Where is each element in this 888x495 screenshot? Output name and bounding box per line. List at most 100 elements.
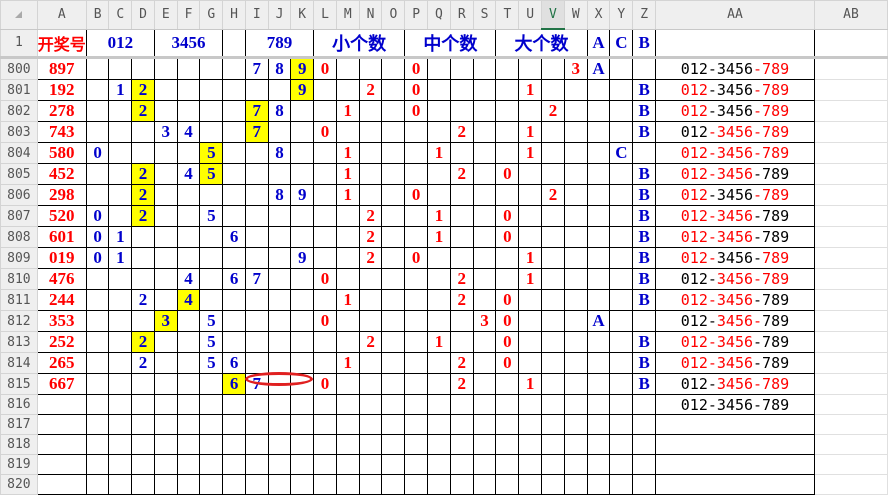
cell-i-806[interactable] (244, 184, 269, 206)
cell-e-802[interactable] (153, 100, 178, 122)
cell-r-817[interactable] (449, 414, 474, 435)
cell-t-814[interactable]: 0 (495, 352, 520, 374)
cell-t-808[interactable]: 0 (495, 226, 520, 248)
cell-e-813[interactable] (153, 331, 178, 353)
cell-j-814[interactable] (267, 352, 292, 374)
cell-c-805[interactable] (108, 163, 133, 185)
cell-i-805[interactable] (244, 163, 269, 185)
cell-q-801[interactable] (427, 79, 451, 101)
cell-d-811[interactable]: 2 (131, 289, 155, 311)
cell-m-820[interactable] (335, 474, 360, 495)
cell-f-802[interactable] (176, 100, 201, 122)
cell-h-814[interactable]: 6 (222, 352, 246, 374)
cell-b-818[interactable] (85, 434, 110, 455)
cell-k-805[interactable] (290, 163, 315, 185)
cell-b-817[interactable] (85, 414, 110, 435)
header-group-3456[interactable]: 3456 (153, 29, 224, 59)
cell-ab-806[interactable] (813, 184, 888, 206)
draw-number-cell[interactable]: 476 (36, 268, 87, 290)
column-header-h[interactable]: H (222, 0, 246, 30)
cell-g-811[interactable] (199, 289, 224, 311)
cell-t-804[interactable] (495, 142, 520, 164)
cell-o-813[interactable] (381, 331, 406, 353)
cell-t-809[interactable] (495, 247, 520, 269)
cell-q-818[interactable] (427, 434, 451, 455)
cell-o-814[interactable] (381, 352, 406, 374)
cell-s-803[interactable] (472, 121, 497, 143)
cell-r-813[interactable] (449, 331, 474, 353)
cell-z-814[interactable]: B (632, 352, 656, 374)
cell-l-808[interactable] (313, 226, 337, 248)
cell-y-800[interactable] (609, 57, 634, 80)
cell-j-818[interactable] (267, 434, 292, 455)
draw-number-cell[interactable]: 244 (36, 289, 87, 311)
cell-b-802[interactable] (85, 100, 110, 122)
cell-z-804[interactable] (632, 142, 656, 164)
cell-m-817[interactable] (335, 414, 360, 435)
cell-s-817[interactable] (472, 414, 497, 435)
cell-x-814[interactable] (586, 352, 611, 374)
cell-p-800[interactable]: 0 (404, 57, 429, 80)
cell-x-820[interactable] (586, 474, 611, 495)
cell-l-814[interactable] (313, 352, 337, 374)
cell-j-812[interactable] (267, 310, 292, 332)
cell-g-818[interactable] (199, 434, 224, 455)
cell-t-803[interactable] (495, 121, 520, 143)
cell-x-808[interactable] (586, 226, 611, 248)
cell-t-811[interactable]: 0 (495, 289, 520, 311)
cell-c-814[interactable] (108, 352, 133, 374)
cell-j-802[interactable]: 8 (267, 100, 292, 122)
row-header-811[interactable]: 811 (0, 289, 38, 311)
cell-h-817[interactable] (222, 414, 246, 435)
cell-k-809[interactable]: 9 (290, 247, 315, 269)
cell-d-809[interactable] (131, 247, 155, 269)
cell-h-801[interactable] (222, 79, 246, 101)
cell-ab-815[interactable] (813, 373, 888, 395)
cell-e-818[interactable] (153, 434, 178, 455)
cell-o-800[interactable] (381, 57, 406, 80)
cell-o-806[interactable] (381, 184, 406, 206)
cell-b-804[interactable]: 0 (85, 142, 110, 164)
cell-d-820[interactable] (131, 474, 155, 495)
cell-z-800[interactable] (632, 57, 656, 80)
cell-i-808[interactable] (244, 226, 269, 248)
draw-number-cell[interactable]: 520 (36, 205, 87, 227)
pattern-cell-aa[interactable]: 012-3456-789 (655, 226, 815, 248)
cell-v-806[interactable]: 2 (541, 184, 565, 206)
cell-m-802[interactable]: 1 (335, 100, 360, 122)
cell-n-810[interactable] (358, 268, 383, 290)
cell-m-808[interactable] (335, 226, 360, 248)
cell-r-809[interactable] (449, 247, 474, 269)
row-header-807[interactable]: 807 (0, 205, 38, 227)
cell-s-808[interactable] (472, 226, 497, 248)
header-group-C[interactable]: C (609, 29, 634, 59)
cell-y-815[interactable] (609, 373, 634, 395)
cell-x-807[interactable] (586, 205, 611, 227)
cell-w-815[interactable] (563, 373, 588, 395)
cell-q-806[interactable] (427, 184, 451, 206)
cell-y-803[interactable] (609, 121, 634, 143)
cell-o-805[interactable] (381, 163, 406, 185)
cell-k-802[interactable] (290, 100, 315, 122)
cell-p-811[interactable] (404, 289, 429, 311)
cell-h-806[interactable] (222, 184, 246, 206)
column-header-q[interactable]: Q (427, 0, 451, 30)
cell-v-813[interactable] (541, 331, 565, 353)
cell-n-805[interactable] (358, 163, 383, 185)
cell-t-800[interactable] (495, 57, 520, 80)
cell-z-810[interactable]: B (632, 268, 656, 290)
cell-k-807[interactable] (290, 205, 315, 227)
cell-w-811[interactable] (563, 289, 588, 311)
cell-s-816[interactable] (472, 394, 497, 415)
cell-t-820[interactable] (495, 474, 520, 495)
cell-y-809[interactable] (609, 247, 634, 269)
cell-i-802[interactable]: 7 (244, 100, 269, 122)
cell-d-812[interactable] (131, 310, 155, 332)
cell-n-806[interactable] (358, 184, 383, 206)
cell-v-811[interactable] (541, 289, 565, 311)
cell-n-811[interactable] (358, 289, 383, 311)
cell-q-803[interactable] (427, 121, 451, 143)
cell-x-805[interactable] (586, 163, 611, 185)
cell-r-812[interactable] (449, 310, 474, 332)
cell-j-810[interactable] (267, 268, 292, 290)
